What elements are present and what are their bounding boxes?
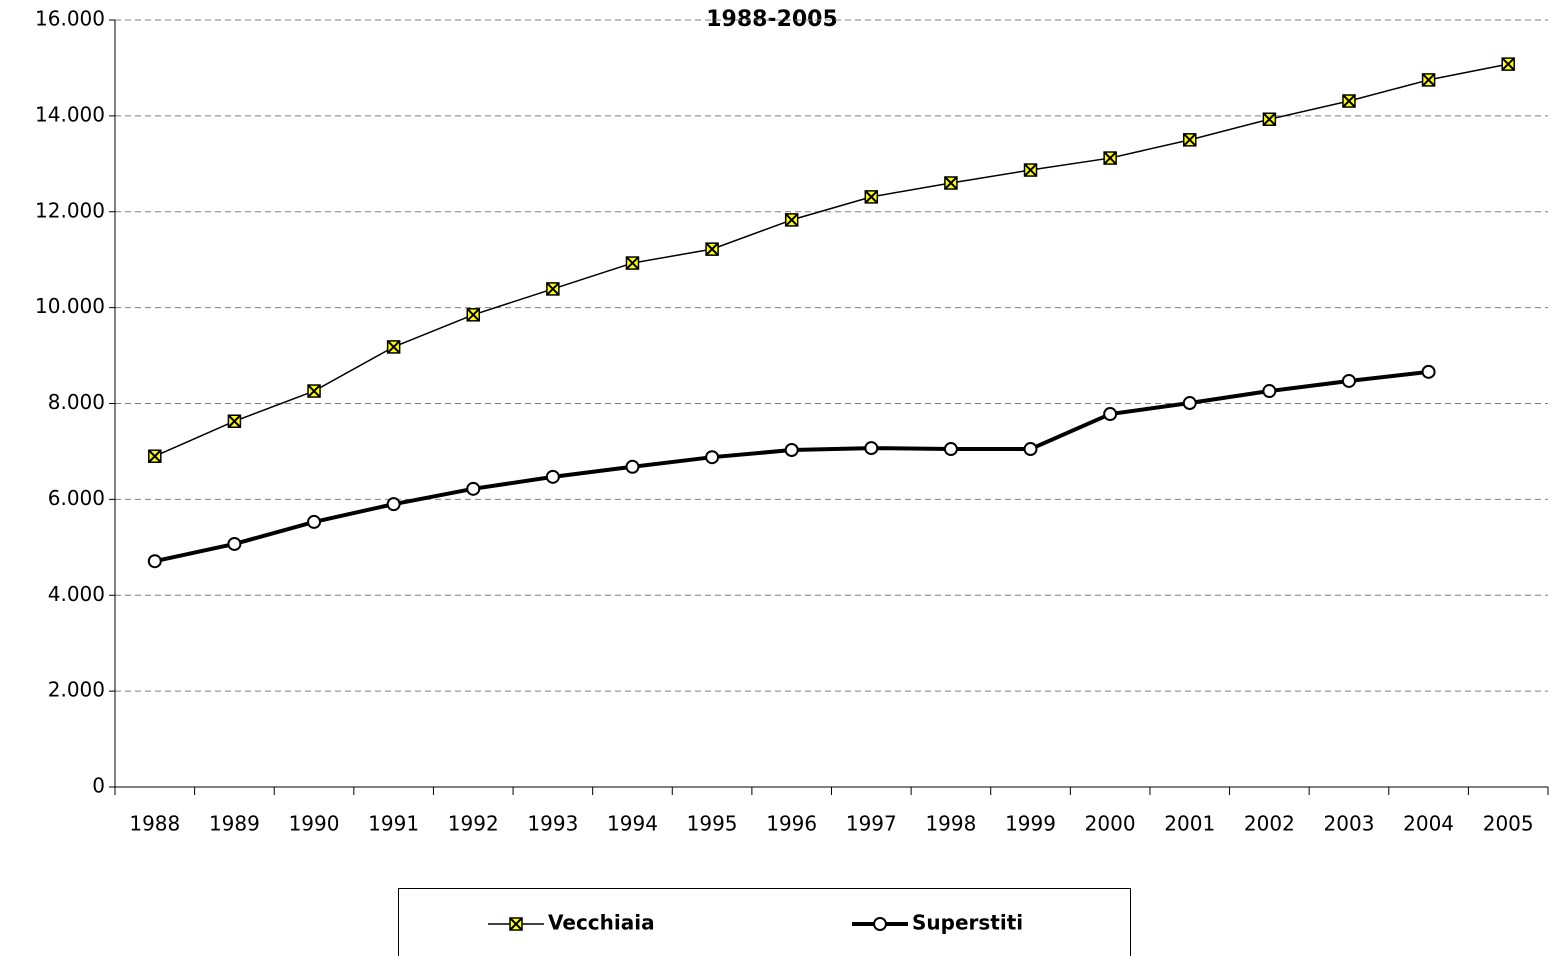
marker (148, 449, 162, 463)
legend-box (398, 888, 1131, 956)
marker (227, 414, 242, 428)
x-tick-label: 1989 (209, 812, 260, 836)
x-tick-label: 1997 (846, 812, 897, 836)
marker-cross (784, 213, 799, 227)
marker (147, 554, 162, 569)
x-tick-label: 1998 (925, 812, 976, 836)
marker (944, 176, 958, 190)
y-tick-label: 8.000 (48, 390, 105, 414)
marker (1342, 94, 1356, 108)
marker-cross (944, 176, 958, 190)
x-tick-label: 1996 (766, 812, 817, 836)
series-line (154, 63, 1509, 457)
x-tick-label: 1992 (448, 812, 499, 836)
x-tick-label: 2002 (1244, 812, 1295, 836)
x-tick-label: 1990 (289, 812, 340, 836)
marker (705, 242, 719, 256)
marker (625, 256, 640, 270)
marker (386, 497, 401, 512)
marker-cross (466, 308, 480, 322)
marker-cross (705, 242, 719, 256)
marker-cross (1501, 57, 1515, 71)
marker (784, 213, 799, 227)
marker (545, 469, 560, 484)
marker (943, 442, 958, 457)
y-tick-label: 10.000 (35, 294, 105, 318)
marker (1103, 407, 1118, 422)
marker (509, 917, 523, 931)
marker-cross (625, 256, 640, 270)
marker (1501, 57, 1515, 71)
marker-cross (227, 414, 242, 428)
marker (1182, 396, 1197, 411)
marker (1421, 73, 1436, 87)
x-tick-label: 1988 (129, 812, 180, 836)
marker (705, 450, 720, 465)
y-tick-label: 16.000 (35, 7, 105, 31)
marker (784, 442, 799, 457)
marker-cross (509, 917, 523, 931)
marker-cross (1262, 112, 1277, 126)
legend-label: Vecchiaia (548, 911, 655, 935)
marker-cross (386, 340, 401, 354)
y-tick-label: 2.000 (48, 678, 105, 702)
x-tick-label: 2004 (1403, 812, 1454, 836)
marker (1341, 373, 1356, 388)
x-tick-label: 1993 (527, 812, 578, 836)
marker (386, 340, 401, 354)
y-tick-label: 4.000 (48, 582, 105, 606)
marker (1023, 163, 1038, 177)
x-tick-label: 2000 (1085, 812, 1136, 836)
marker (466, 308, 480, 322)
marker-cross (1023, 163, 1038, 177)
marker-cross (307, 384, 321, 398)
x-tick-label: 2001 (1164, 812, 1215, 836)
marker (1103, 151, 1117, 165)
marker (864, 190, 879, 204)
x-tick-label: 2005 (1483, 812, 1534, 836)
x-tick-label: 1994 (607, 812, 658, 836)
marker-cross (1103, 151, 1117, 165)
marker (1023, 442, 1038, 457)
marker (307, 514, 322, 529)
marker (864, 441, 879, 456)
x-tick-label: 2003 (1324, 812, 1375, 836)
marker-cross (546, 282, 560, 296)
marker-cross (864, 190, 879, 204)
marker-cross (1342, 94, 1356, 108)
marker (1262, 112, 1277, 126)
marker (227, 536, 242, 551)
marker (1421, 364, 1436, 379)
y-tick-label: 12.000 (35, 198, 105, 222)
x-tick-label: 1991 (368, 812, 419, 836)
marker (1183, 133, 1197, 147)
marker-cross (148, 449, 162, 463)
series-line (154, 369, 1429, 564)
x-tick-label: 1999 (1005, 812, 1056, 836)
legend-label: Superstiti (912, 911, 1023, 935)
marker (546, 282, 560, 296)
y-tick-label: 14.000 (35, 102, 105, 126)
marker (466, 481, 481, 496)
x-tick-label: 1995 (687, 812, 738, 836)
y-tick-label: 6.000 (48, 486, 105, 510)
marker (1262, 384, 1277, 399)
marker-cross (1421, 73, 1436, 87)
marker (873, 917, 887, 931)
marker (307, 384, 321, 398)
y-tick-label: 0 (92, 774, 105, 798)
marker-cross (1183, 133, 1197, 147)
marker (625, 459, 640, 474)
